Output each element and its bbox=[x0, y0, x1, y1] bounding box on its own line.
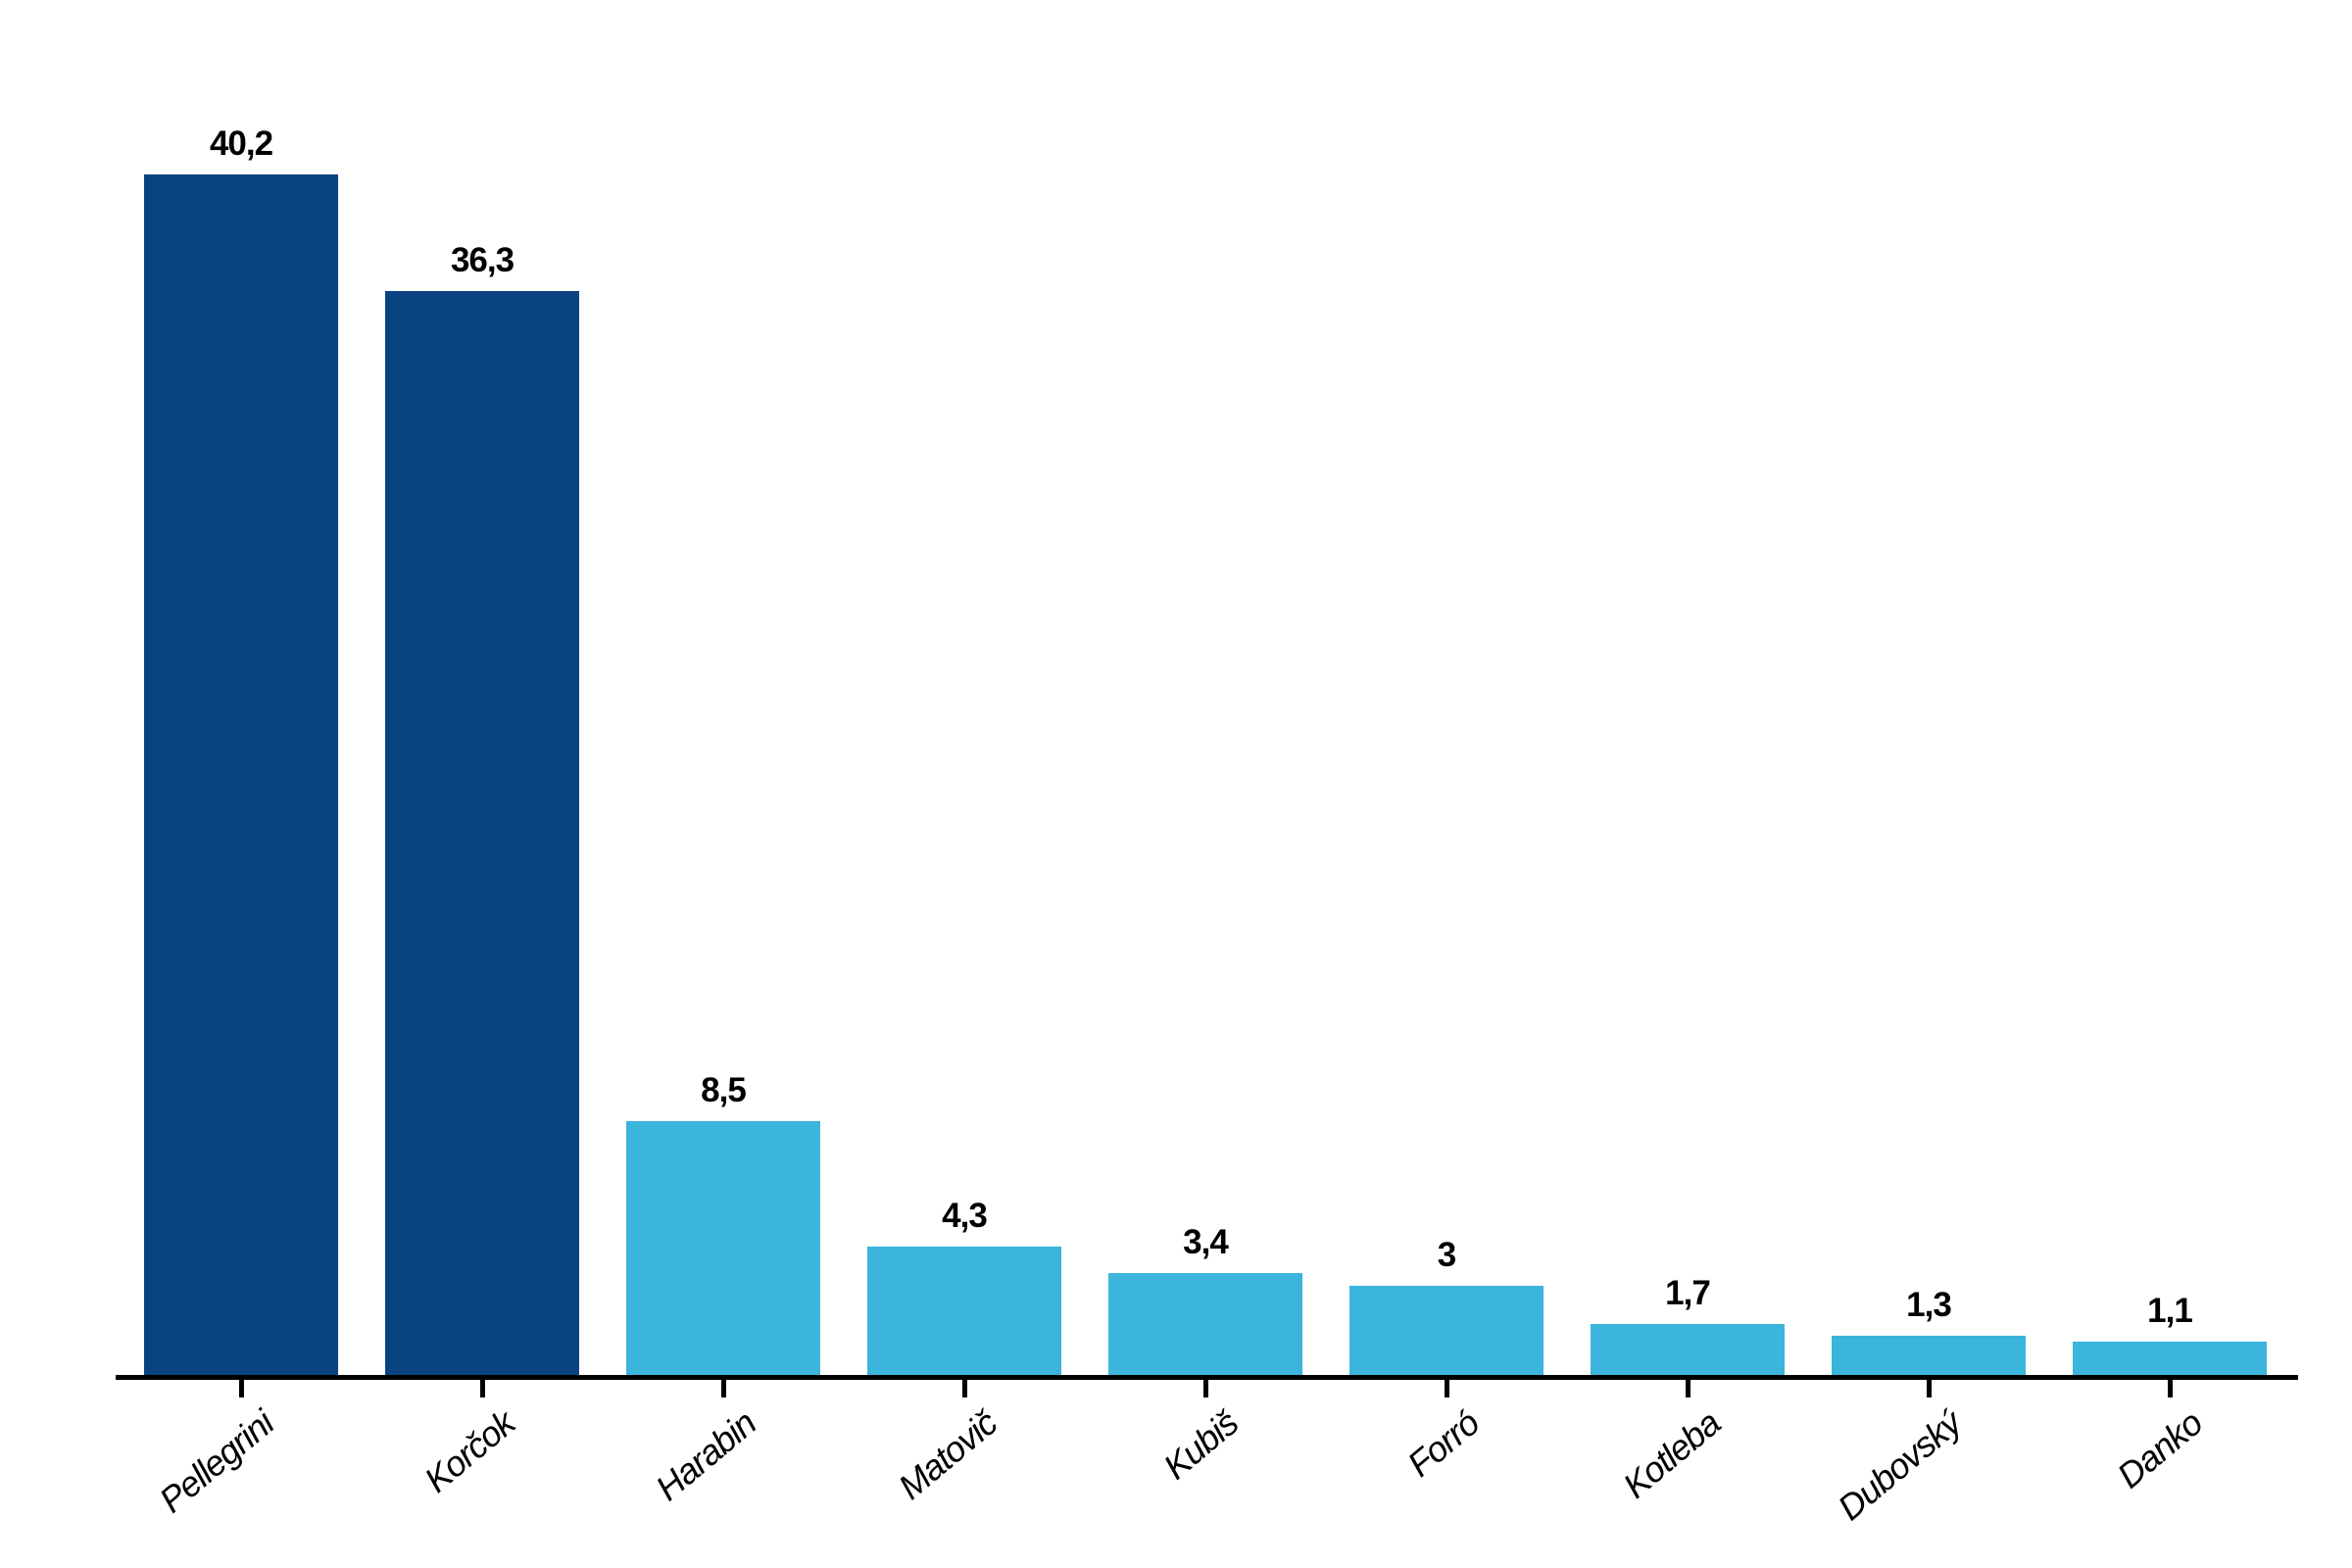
x-axis-tick-korcok bbox=[480, 1380, 485, 1397]
bar-dubovsky bbox=[1832, 1336, 2026, 1375]
bar-harabin bbox=[626, 1121, 820, 1375]
bar-value-label-korcok: 36,3 bbox=[450, 241, 514, 279]
bar-value-label-kotleba: 1,7 bbox=[1665, 1274, 1711, 1312]
bar-value-label-matovic: 4,3 bbox=[942, 1197, 988, 1235]
x-axis-tick-dubovsky bbox=[1927, 1380, 1932, 1397]
bar-value-label-danko: 1,1 bbox=[2147, 1292, 2193, 1330]
x-axis-tick-matovic bbox=[962, 1380, 967, 1397]
x-axis-label-matovic: Matovič bbox=[890, 1402, 1004, 1507]
bar-pellegrini bbox=[144, 174, 338, 1375]
x-axis-label-korcok: Korčok bbox=[416, 1402, 522, 1500]
x-axis-tick-kubis bbox=[1203, 1380, 1208, 1397]
x-axis-line bbox=[116, 1375, 2298, 1380]
bar-value-label-pellegrini: 40,2 bbox=[209, 124, 273, 163]
x-axis-label-forro: Forró bbox=[1399, 1402, 1487, 1485]
bar-value-label-harabin: 8,5 bbox=[701, 1071, 747, 1109]
bar-forro bbox=[1349, 1286, 1544, 1375]
x-axis-label-kubis: Kubiš bbox=[1155, 1402, 1246, 1488]
bar-value-label-kubis: 3,4 bbox=[1183, 1223, 1229, 1261]
bar-value-label-forro: 3 bbox=[1437, 1236, 1456, 1274]
bar-korcok bbox=[385, 291, 579, 1375]
x-axis-label-kotleba: Kotleba bbox=[1615, 1402, 1728, 1506]
x-axis-tick-forro bbox=[1445, 1380, 1449, 1397]
x-axis-label-danko: Danko bbox=[2109, 1402, 2210, 1496]
bar-value-label-dubovsky: 1,3 bbox=[1906, 1286, 1952, 1324]
x-axis-tick-pellegrini bbox=[239, 1380, 244, 1397]
x-axis-tick-danko bbox=[2168, 1380, 2173, 1397]
x-axis-label-pellegrini: Pellegrini bbox=[151, 1402, 281, 1521]
bar-kubis bbox=[1108, 1273, 1302, 1375]
x-axis-label-dubovsky: Dubovský bbox=[1830, 1402, 1969, 1529]
bar-kotleba bbox=[1591, 1324, 1785, 1375]
x-axis-label-harabin: Harabin bbox=[648, 1402, 763, 1509]
x-axis-tick-kotleba bbox=[1686, 1380, 1690, 1397]
bar-matovic bbox=[867, 1247, 1061, 1375]
x-axis-tick-harabin bbox=[721, 1380, 726, 1397]
bar-danko bbox=[2073, 1342, 2267, 1375]
